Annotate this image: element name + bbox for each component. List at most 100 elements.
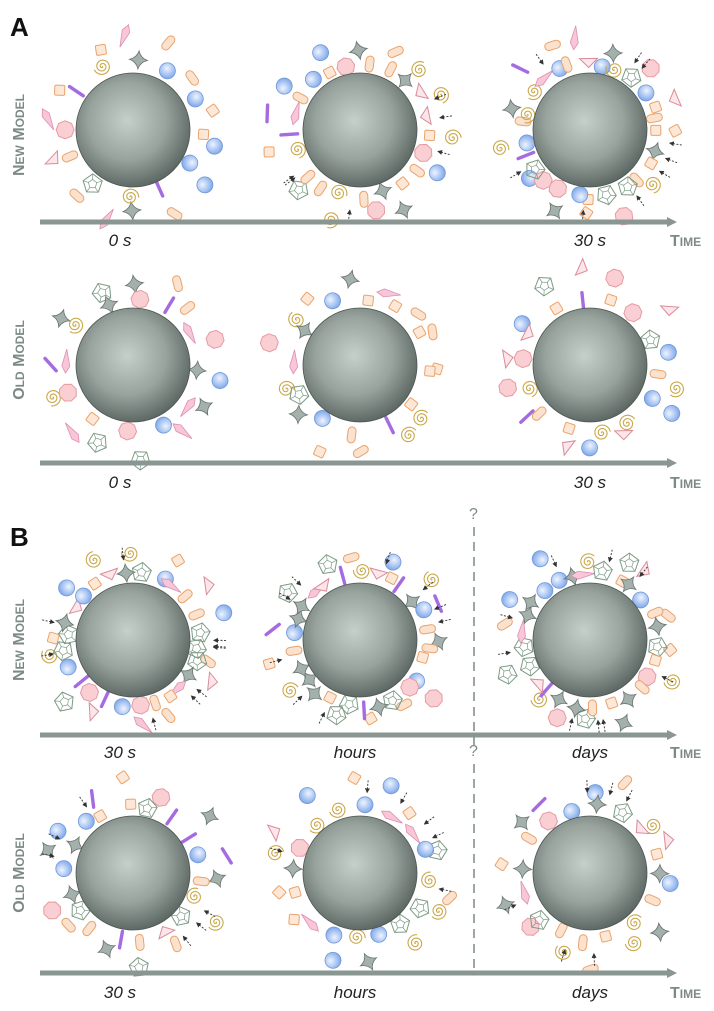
protein-rod-icon <box>338 565 347 586</box>
protein-triangle-icon <box>312 577 330 592</box>
protein-capsule-icon <box>560 56 573 73</box>
protein-rod-icon <box>264 622 281 637</box>
protein-square-icon <box>163 689 178 704</box>
protein-square-icon <box>494 857 509 872</box>
protein-capsule-icon <box>427 323 438 341</box>
time-label: 0 s <box>109 473 132 492</box>
binding-arrow-icon <box>212 643 226 649</box>
protein-pentagon-icon <box>190 622 211 643</box>
protein-square-icon <box>423 129 436 142</box>
protein-square-icon <box>649 100 663 114</box>
binding-arrow-icon <box>270 847 283 853</box>
binding-arrow-icon <box>634 52 642 64</box>
axis-label-time: TIME <box>670 745 701 762</box>
binding-arrow-icon <box>500 614 514 620</box>
binding-arrow-icon <box>151 717 157 731</box>
protein-star-icon <box>282 858 304 880</box>
protein-star-icon <box>128 49 149 71</box>
protein-flower-icon <box>414 143 433 162</box>
protein-diamond-icon <box>520 880 530 905</box>
protein-diamond-icon <box>183 321 196 344</box>
protein-pentagon-icon <box>597 185 617 206</box>
protein-star-icon <box>394 200 414 220</box>
protein-rod-icon <box>73 674 90 689</box>
protein-triangle-icon <box>613 430 634 441</box>
protein-star-icon <box>501 98 523 120</box>
binding-arrow-icon <box>283 175 295 184</box>
protein-spiral-icon <box>594 424 611 440</box>
protein-star-icon <box>124 273 145 295</box>
protein-circle-icon <box>77 812 95 830</box>
protein-flower-icon <box>548 179 568 198</box>
protein-flower-icon <box>641 59 660 78</box>
protein-capsule-icon <box>346 426 357 444</box>
binding-arrow-icon <box>190 695 201 705</box>
protein-capsule-icon <box>421 643 439 654</box>
protein-star-icon <box>306 685 323 702</box>
protein-circle-icon <box>428 164 446 182</box>
protein-circle-icon <box>211 372 229 390</box>
protein-pentagon-icon <box>534 276 555 297</box>
binding-arrow-icon <box>41 652 55 658</box>
binding-arrow-icon <box>510 171 522 179</box>
protein-capsule-icon <box>169 935 182 953</box>
protein-spiral-icon <box>278 380 296 396</box>
protein-square-icon <box>549 301 564 316</box>
protein-rod-icon <box>99 689 111 709</box>
protein-spiral-icon <box>329 802 346 818</box>
binding-arrow-icon <box>269 658 283 664</box>
protein-capsule-icon <box>149 694 161 712</box>
protein-circle-icon <box>536 582 554 599</box>
protein-star-icon <box>614 713 634 733</box>
protein-flower-icon <box>623 303 643 323</box>
protein-rod-icon <box>279 132 300 137</box>
protein-pentagon-icon <box>317 554 338 574</box>
protein-flower-icon <box>547 708 567 728</box>
protein-pentagon-icon <box>621 68 642 88</box>
protein-square-icon <box>649 654 662 667</box>
binding-arrow-icon <box>664 157 678 164</box>
protein-capsule-icon <box>649 369 667 380</box>
protein-pentagon-icon <box>53 691 74 712</box>
time-label: 30 s <box>104 743 137 762</box>
protein-diamond-icon <box>180 397 196 417</box>
protein-flower-icon <box>533 170 553 190</box>
nanoparticle-sphere-icon <box>532 72 648 188</box>
protein-diamond-icon <box>64 422 80 444</box>
protein-spiral-icon <box>93 59 110 75</box>
protein-pentagon-icon <box>289 385 310 406</box>
protein-spiral-icon <box>349 929 366 944</box>
protein-pentagon-icon <box>82 173 103 193</box>
protein-star-icon <box>619 575 638 593</box>
protein-capsule-icon <box>497 617 513 631</box>
protein-rod-icon <box>392 576 406 594</box>
protein-capsule-icon <box>166 207 183 221</box>
protein-square-icon <box>384 571 399 585</box>
protein-circle-icon <box>215 604 233 622</box>
protein-capsule-icon <box>647 606 664 619</box>
time-label: 30 s <box>574 473 607 492</box>
protein-star-icon <box>586 793 608 815</box>
protein-pentagon-icon <box>130 451 151 471</box>
protein-pentagon-icon <box>613 803 634 824</box>
nanoparticle-sphere-icon <box>532 307 648 423</box>
binding-arrow-icon <box>433 93 447 100</box>
protein-capsule-icon <box>161 707 176 724</box>
time-label: hours <box>334 983 377 1002</box>
nanoparticle-sphere-icon <box>75 72 191 188</box>
nanoparticle-sphere-icon <box>302 72 418 188</box>
axis-label-time: TIME <box>670 475 701 492</box>
protein-square-icon <box>323 690 337 705</box>
protein-spiral-icon <box>208 915 224 931</box>
protein-spiral-icon <box>411 61 426 78</box>
protein-capsule-icon <box>645 112 663 124</box>
protein-circle-icon <box>663 404 681 422</box>
model-label: NEW MODEL <box>11 94 28 176</box>
protein-spiral-icon <box>445 129 462 145</box>
protein-capsule-icon <box>409 163 425 178</box>
protein-capsule-icon <box>387 45 404 58</box>
protein-pentagon-icon <box>131 561 152 582</box>
protein-spiral-icon <box>624 936 642 952</box>
protein-capsule-icon <box>285 645 303 656</box>
